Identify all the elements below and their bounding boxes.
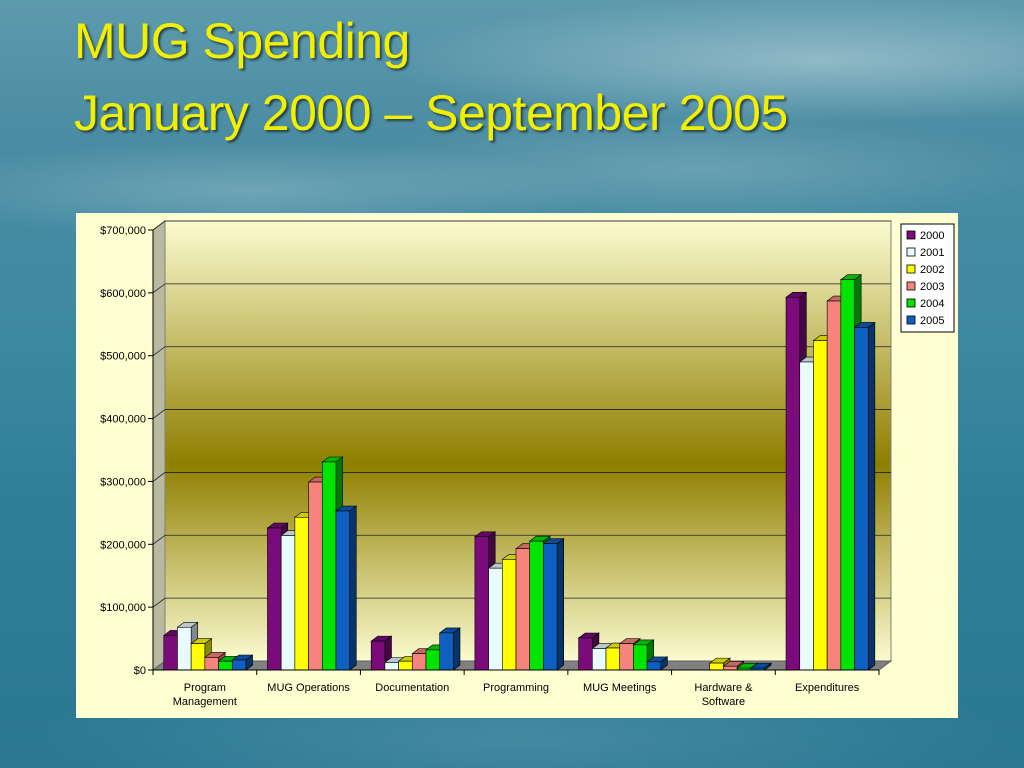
y-tick-label: $500,000 xyxy=(100,351,146,363)
legend-swatch-2003 xyxy=(906,281,916,291)
x-category-label: MUG Meetings xyxy=(583,682,657,694)
gridline xyxy=(152,283,891,294)
legend-label-2005: 2005 xyxy=(920,315,944,327)
gridline xyxy=(152,346,891,357)
gridline xyxy=(152,220,891,231)
x-category-label: Management xyxy=(173,696,237,708)
y-tick-label: $200,000 xyxy=(100,539,146,551)
gridline xyxy=(152,409,891,419)
x-category-label: Expenditures xyxy=(795,682,860,694)
gridline xyxy=(152,472,891,482)
bar-2005-4 xyxy=(646,656,669,671)
legend-label-2001: 2001 xyxy=(920,247,944,259)
legend-box xyxy=(900,223,955,333)
x-category-label: Documentation xyxy=(375,682,449,694)
legend-swatch-2004 xyxy=(906,298,916,308)
legend-label-2003: 2003 xyxy=(920,281,944,293)
legend-label-2002: 2002 xyxy=(920,264,944,276)
bar-2005-3 xyxy=(542,538,565,671)
bar-2005-5 xyxy=(749,662,773,671)
slide-subtitle: January 2000 – September 2005 xyxy=(74,85,788,141)
y-tick-label: $300,000 xyxy=(100,476,146,488)
bar-2005-1 xyxy=(335,505,358,671)
legend-label-2000: 2000 xyxy=(920,230,944,242)
x-category-label: Hardware & xyxy=(694,682,753,694)
y-tick-label: $100,000 xyxy=(100,602,146,614)
gridline xyxy=(152,597,891,608)
legend-swatch-2001 xyxy=(906,247,916,257)
y-tick-label: $700,000 xyxy=(100,225,146,237)
legend-label-2004: 2004 xyxy=(920,298,944,310)
chart-panel: $0 $100,000 $200,000 $300,000 $400,000 $500,0… xyxy=(76,213,958,718)
legend-swatch-2002 xyxy=(906,264,916,274)
y-tick-label: $600,000 xyxy=(100,288,146,300)
y-tick-label: $0 xyxy=(134,665,146,677)
bar-2005-6 xyxy=(853,321,876,671)
y-tick-label: $400,000 xyxy=(100,414,146,426)
gridline xyxy=(152,534,891,545)
x-category-label: Software xyxy=(702,696,745,708)
slide-title: MUG Spending xyxy=(74,13,410,69)
bar-2005-2 xyxy=(438,627,461,671)
x-category-label: Programming xyxy=(483,682,549,694)
x-category-label: Program xyxy=(184,682,226,694)
bar-chart: $0 $100,000 $200,000 $300,000 $400,000 $500,0… xyxy=(100,220,955,708)
legend-swatch-2005 xyxy=(906,315,916,325)
bar-2003-0 xyxy=(203,651,227,671)
legend-swatch-2000 xyxy=(906,230,916,240)
x-category-label: MUG Operations xyxy=(267,682,350,694)
bar-2005-0 xyxy=(231,654,254,671)
